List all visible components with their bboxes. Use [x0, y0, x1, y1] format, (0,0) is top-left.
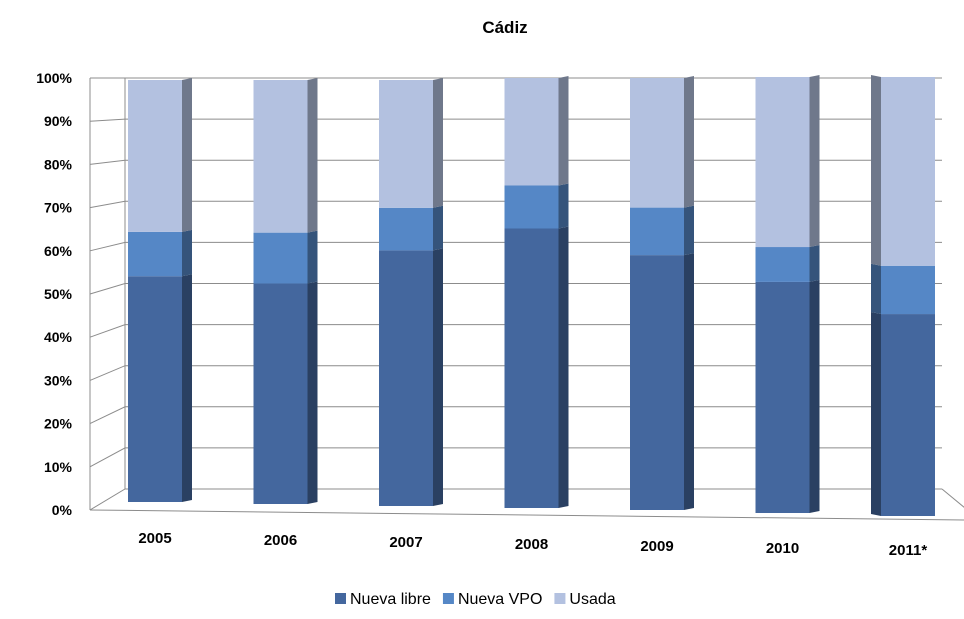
bar-side: [871, 263, 881, 315]
x-tick-label: 2009: [640, 538, 673, 555]
y-tick-label: 100%: [36, 70, 72, 86]
y-tick-label: 60%: [44, 243, 73, 259]
legend-label: Nueva VPO: [458, 591, 542, 608]
bar-side: [809, 245, 820, 282]
bar-segment: [630, 207, 684, 256]
bar-side: [307, 230, 318, 284]
bar-side: [809, 279, 820, 513]
x-axis-ticks: 2005 2006 2007 2008 2009 2010 2011*: [138, 530, 927, 559]
bar-segment: [755, 281, 810, 513]
bar-side: [558, 76, 569, 186]
y-tick-label: 70%: [44, 200, 73, 216]
y-axis-ticks: 0% 10% 20% 30% 40% 50% 60% 70% 80% 90% 100%: [36, 70, 72, 518]
x-tick-label: 2005: [138, 530, 171, 547]
y-tick-label: 0%: [52, 502, 73, 518]
bar-segment: [253, 80, 308, 233]
bar-side: [558, 226, 569, 508]
bar-segment: [881, 314, 935, 516]
bar-side: [182, 274, 192, 502]
bar-side: [307, 78, 318, 233]
bar-side: [871, 75, 881, 266]
bar-side: [433, 205, 443, 251]
bar-side: [307, 281, 318, 504]
bar-side: [809, 75, 820, 248]
bar-segment: [504, 78, 559, 186]
bar-side: [558, 183, 569, 229]
y-tick-label: 40%: [44, 329, 73, 345]
x-tick-label: 2008: [515, 536, 548, 553]
x-tick-label: 2011*: [889, 542, 928, 559]
gridlines: [89, 77, 964, 521]
floor-edge: [941, 488, 964, 508]
bar-segment: [881, 265, 935, 315]
y-tick-label: 20%: [44, 416, 73, 432]
bar-segment: [253, 232, 308, 284]
bar-segment: [379, 80, 433, 208]
bar-segment: [881, 77, 935, 266]
bar-segment: [755, 247, 810, 282]
y-tick-label: 50%: [44, 286, 73, 302]
legend-label: Nueva libre: [350, 591, 431, 608]
bars: [128, 75, 935, 516]
bar-segment: [630, 255, 684, 510]
legend-swatch: [442, 593, 454, 604]
bar-segment: [504, 185, 559, 229]
y-tick-label: 30%: [44, 372, 73, 388]
y-tick-label: 90%: [44, 113, 73, 129]
y-tick-label: 80%: [44, 156, 73, 172]
bar-segment: [504, 228, 559, 508]
legend-swatch: [335, 593, 346, 604]
bar-segment: [379, 250, 433, 506]
x-tick-label: 2007: [389, 534, 422, 551]
bar-side: [684, 205, 694, 256]
bar-segment: [128, 80, 182, 232]
bar-segment: [253, 283, 308, 504]
bar-side: [684, 253, 694, 510]
bar-side: [871, 312, 881, 516]
bar-side: [433, 248, 443, 506]
chart-title: Cádiz: [482, 18, 527, 37]
bar-segment: [128, 231, 182, 277]
bar-segment: [755, 77, 810, 248]
bar-side: [684, 76, 694, 208]
y-tick-label: 10%: [44, 459, 73, 475]
legend: Nueva libre Nueva VPO Usada: [335, 591, 616, 608]
x-tick-label: 2006: [264, 532, 297, 549]
legend-label: Usada: [569, 591, 615, 608]
legend-swatch: [554, 593, 566, 604]
bar-segment: [128, 276, 182, 502]
bar-side: [433, 78, 443, 208]
x-tick-label: 2010: [766, 540, 799, 557]
bar-side: [182, 229, 192, 277]
x-axis-line: [89, 509, 964, 521]
bar-side: [182, 78, 192, 232]
bar-segment: [630, 78, 684, 208]
bar-segment: [379, 207, 433, 251]
